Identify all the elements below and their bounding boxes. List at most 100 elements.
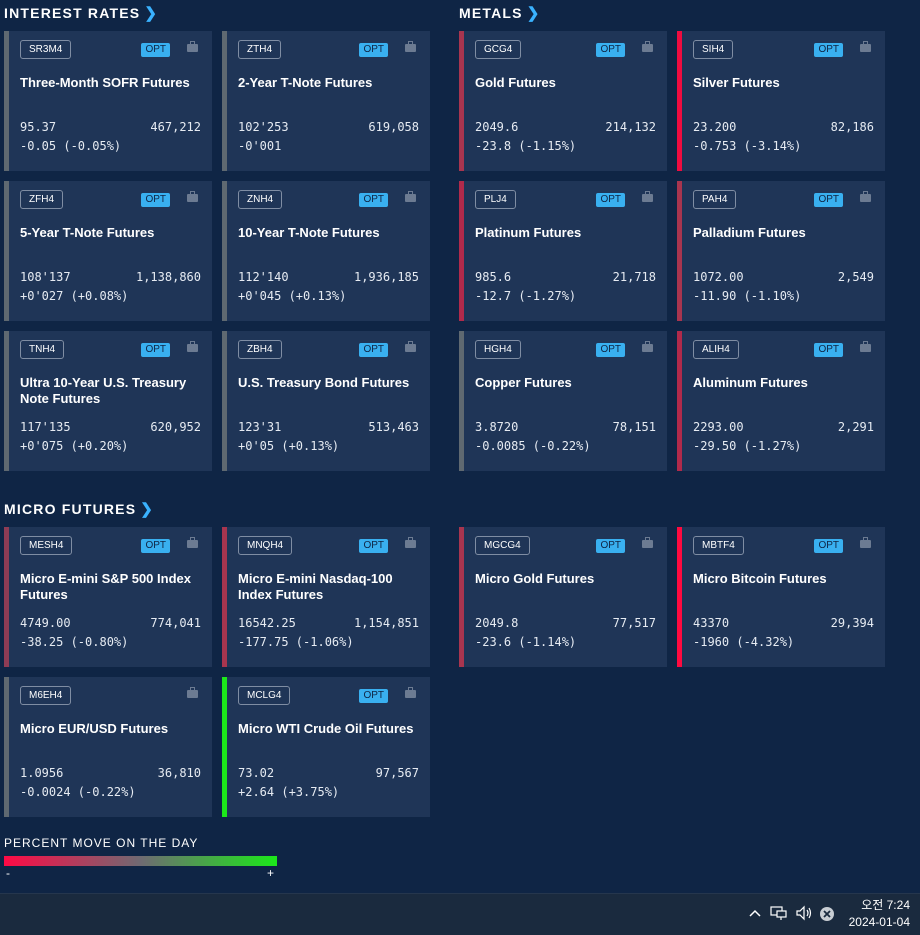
briefcase-icon[interactable] xyxy=(405,537,416,548)
futures-card[interactable]: MGCG4 OPT Micro Gold Futures 2049.8 77,5… xyxy=(459,527,667,667)
futures-card[interactable]: ZFH4 OPT 5-Year T-Note Futures 108'137 1… xyxy=(4,181,212,321)
briefcase-icon[interactable] xyxy=(860,537,871,548)
futures-card[interactable]: SIH4 OPT Silver Futures 23.200 82,186 -0… xyxy=(677,31,885,171)
futures-card[interactable]: HGH4 OPT Copper Futures 3.8720 78,151 -0… xyxy=(459,331,667,471)
price-change: +0'045 (+0.13%) xyxy=(238,289,347,303)
change-color-bar xyxy=(459,181,464,321)
options-badge[interactable]: OPT xyxy=(814,43,843,57)
last-price: 1072.00 xyxy=(693,270,744,284)
contract-name: Micro EUR/USD Futures xyxy=(20,721,169,736)
briefcase-icon[interactable] xyxy=(642,41,653,52)
error-icon[interactable] xyxy=(819,906,835,922)
last-price: 2049.6 xyxy=(475,120,519,134)
briefcase-icon[interactable] xyxy=(187,341,198,352)
futures-card[interactable]: ZBH4 OPT U.S. Treasury Bond Futures 123'… xyxy=(222,331,430,471)
system-clock[interactable]: 오전 7:24 2024-01-04 xyxy=(849,897,910,931)
futures-card[interactable]: PAH4 OPT Palladium Futures 1072.00 2,549… xyxy=(677,181,885,321)
contract-name: Micro Bitcoin Futures xyxy=(693,571,827,586)
section-title-interest-rates[interactable]: INTEREST RATES ❯ xyxy=(4,4,158,22)
chevron-right-icon[interactable]: ❯ xyxy=(140,501,155,518)
briefcase-icon[interactable] xyxy=(860,341,871,352)
briefcase-icon[interactable] xyxy=(860,41,871,52)
options-badge[interactable]: OPT xyxy=(596,539,625,553)
clock-time: 오전 7:24 xyxy=(861,898,910,912)
briefcase-icon[interactable] xyxy=(405,41,416,52)
last-price: 117'135 xyxy=(20,420,71,434)
options-badge[interactable]: OPT xyxy=(596,343,625,357)
options-badge[interactable]: OPT xyxy=(359,193,388,207)
futures-card[interactable]: MNQH4 OPT Micro E-mini Nasdaq-100 Index … xyxy=(222,527,430,667)
taskbar: 오전 7:24 2024-01-04 xyxy=(0,893,920,935)
options-badge[interactable]: OPT xyxy=(359,689,388,703)
network-icon[interactable] xyxy=(770,905,788,921)
options-badge[interactable]: OPT xyxy=(141,539,170,553)
change-color-bar xyxy=(222,677,227,817)
speaker-icon[interactable] xyxy=(795,905,813,921)
futures-card[interactable]: ZTH4 OPT 2-Year T-Note Futures 102'253 6… xyxy=(222,31,430,171)
volume: 82,186 xyxy=(830,120,874,134)
futures-card[interactable]: GCG4 OPT Gold Futures 2049.6 214,132 -23… xyxy=(459,31,667,171)
chevron-right-icon[interactable]: ❯ xyxy=(526,5,541,22)
volume: 77,517 xyxy=(612,616,656,630)
last-price: 95.37 xyxy=(20,120,57,134)
futures-card[interactable]: TNH4 OPT Ultra 10-Year U.S. Treasury Not… xyxy=(4,331,212,471)
options-badge[interactable]: OPT xyxy=(596,43,625,57)
chevron-up-icon[interactable] xyxy=(748,907,762,919)
futures-card[interactable]: SR3M4 OPT Three-Month SOFR Futures 95.37… xyxy=(4,31,212,171)
price-change: -1960 (-4.32%) xyxy=(693,635,795,649)
briefcase-icon[interactable] xyxy=(642,537,653,548)
last-price: 102'253 xyxy=(238,120,289,134)
briefcase-icon[interactable] xyxy=(642,191,653,202)
price-change: -0.0024 (-0.22%) xyxy=(20,785,136,799)
legend-plus: + xyxy=(267,866,275,880)
change-color-bar xyxy=(222,31,227,171)
briefcase-icon[interactable] xyxy=(405,687,416,698)
contract-name: 2-Year T-Note Futures xyxy=(238,75,373,90)
futures-card[interactable]: M6EH4 Micro EUR/USD Futures 1.0956 36,81… xyxy=(4,677,212,817)
contract-name: Micro Gold Futures xyxy=(475,571,595,586)
price-change: -0'001 xyxy=(238,139,282,153)
last-price: 4749.00 xyxy=(20,616,71,630)
options-badge[interactable]: OPT xyxy=(814,343,843,357)
options-badge[interactable]: OPT xyxy=(359,343,388,357)
volume: 21,718 xyxy=(612,270,656,284)
price-change: -23.6 (-1.14%) xyxy=(475,635,577,649)
briefcase-icon[interactable] xyxy=(187,41,198,52)
futures-card[interactable]: MCLG4 OPT Micro WTI Crude Oil Futures 73… xyxy=(222,677,430,817)
change-color-bar xyxy=(4,331,9,471)
options-badge[interactable]: OPT xyxy=(141,193,170,207)
options-badge[interactable]: OPT xyxy=(596,193,625,207)
volume: 774,041 xyxy=(150,616,201,630)
briefcase-icon[interactable] xyxy=(405,191,416,202)
briefcase-icon[interactable] xyxy=(642,341,653,352)
options-badge[interactable]: OPT xyxy=(359,539,388,553)
symbol-badge: SR3M4 xyxy=(20,40,72,59)
options-badge[interactable]: OPT xyxy=(141,343,170,357)
symbol-badge: TNH4 xyxy=(20,340,65,359)
symbol-badge: ZTH4 xyxy=(238,40,281,59)
options-badge[interactable]: OPT xyxy=(359,43,388,57)
section-label: METALS xyxy=(459,5,523,21)
briefcase-icon[interactable] xyxy=(187,537,198,548)
volume: 620,952 xyxy=(150,420,201,434)
last-price: 123'31 xyxy=(238,420,282,434)
section-title-micro-futures[interactable]: MICRO FUTURES ❯ xyxy=(4,500,154,518)
futures-card[interactable]: ZNH4 OPT 10-Year T-Note Futures 112'140 … xyxy=(222,181,430,321)
futures-card[interactable]: PLJ4 OPT Platinum Futures 985.6 21,718 -… xyxy=(459,181,667,321)
change-color-bar xyxy=(222,527,227,667)
section-title-metals[interactable]: METALS ❯ xyxy=(459,4,541,22)
briefcase-icon[interactable] xyxy=(860,191,871,202)
futures-card[interactable]: MBTF4 OPT Micro Bitcoin Futures 43370 29… xyxy=(677,527,885,667)
briefcase-icon[interactable] xyxy=(187,687,198,698)
briefcase-icon[interactable] xyxy=(187,191,198,202)
volume: 2,549 xyxy=(837,270,874,284)
options-badge[interactable]: OPT xyxy=(141,43,170,57)
contract-name: Ultra 10-Year U.S. Treasury Note Futures xyxy=(20,375,187,406)
chevron-right-icon[interactable]: ❯ xyxy=(144,5,159,22)
futures-card[interactable]: MESH4 OPT Micro E-mini S&P 500 Index Fut… xyxy=(4,527,212,667)
options-badge[interactable]: OPT xyxy=(814,193,843,207)
briefcase-icon[interactable] xyxy=(405,341,416,352)
price-change: -29.50 (-1.27%) xyxy=(693,439,802,453)
options-badge[interactable]: OPT xyxy=(814,539,843,553)
futures-card[interactable]: ALIH4 OPT Aluminum Futures 2293.00 2,291… xyxy=(677,331,885,471)
